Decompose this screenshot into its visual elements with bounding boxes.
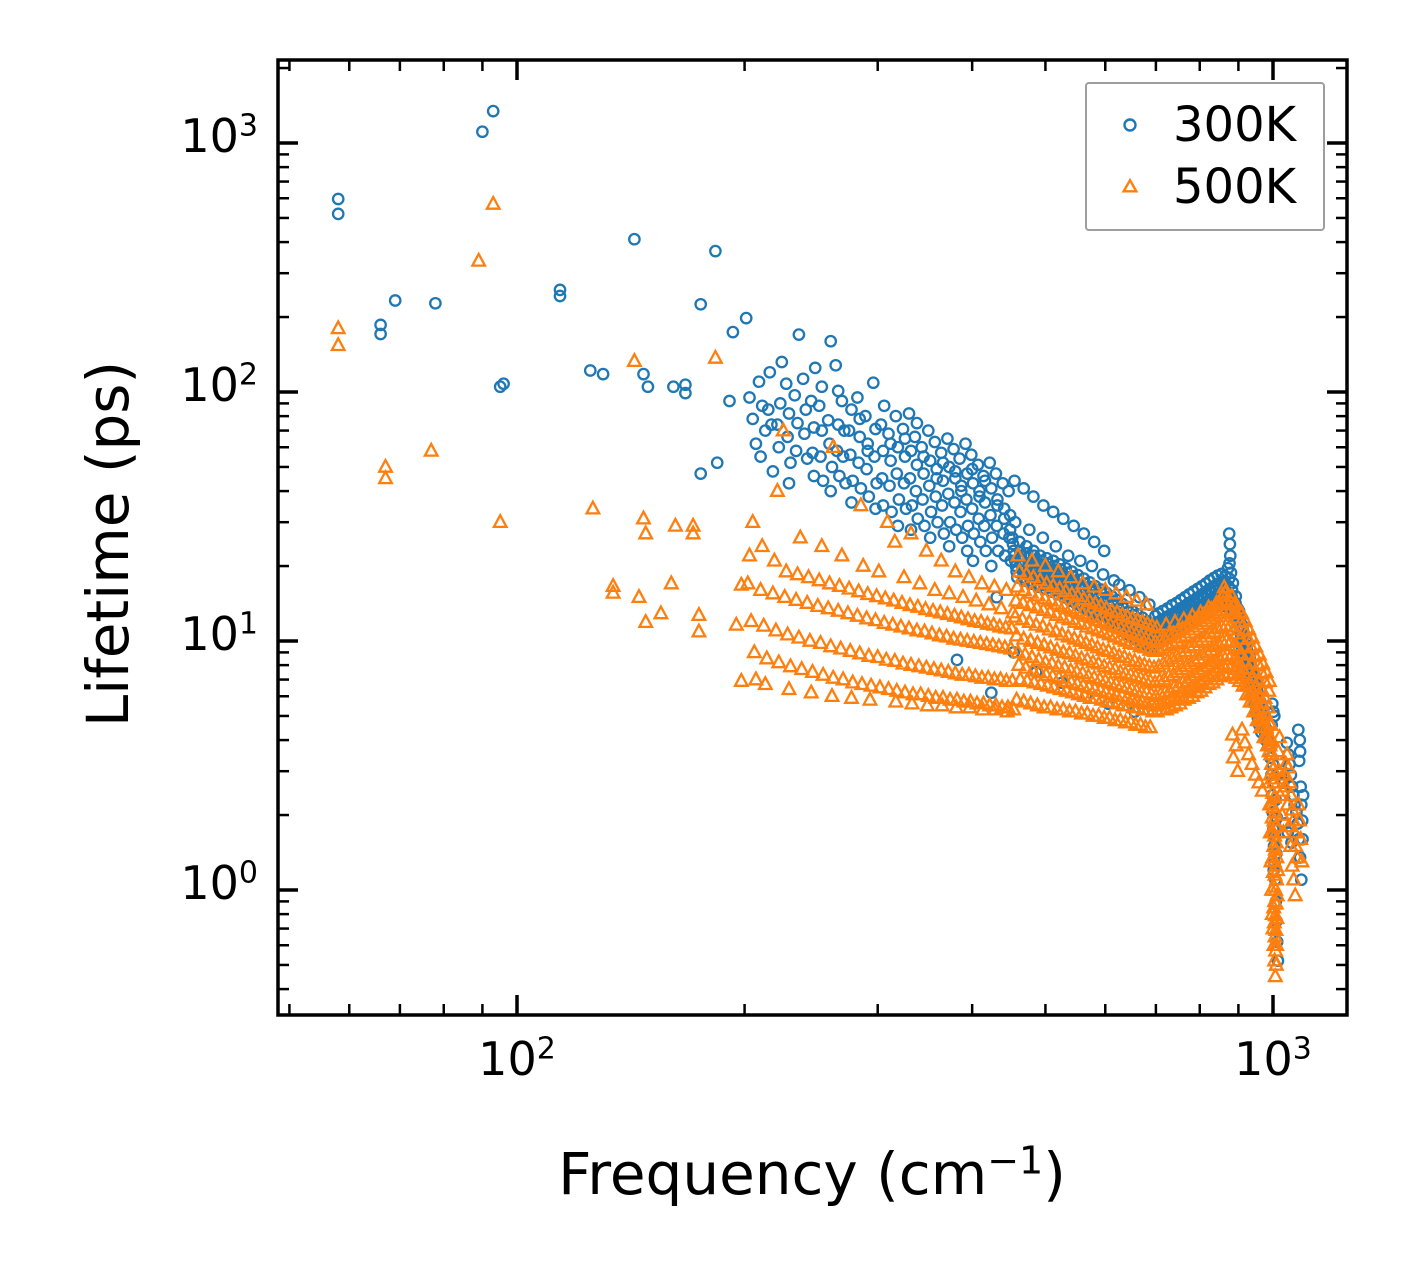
x-axis-label-exponent: −1 <box>987 1138 1044 1183</box>
circle-marker-icon <box>1087 110 1173 140</box>
legend: 300K 500K <box>1085 82 1325 231</box>
triangle-marker-icon <box>1087 172 1173 202</box>
legend-item-500k: 500K <box>1087 156 1323 218</box>
x-axis-label: Frequency (cm−1) <box>558 1138 1066 1208</box>
x-tick-label-10e2: 102 <box>478 1031 556 1086</box>
legend-item-300k: 300K <box>1087 94 1323 156</box>
legend-label-500k: 500K <box>1173 159 1297 215</box>
plot-border <box>276 58 1349 1017</box>
series-500K-points <box>329 194 1311 983</box>
y-tick-label-10e2: 102 <box>180 357 258 412</box>
y-axis-label: Lifetime (ps) <box>74 360 142 728</box>
axis-ticks <box>278 60 1347 1015</box>
legend-label-300k: 300K <box>1173 97 1297 153</box>
y-tick-label-10e0: 100 <box>180 855 258 910</box>
y-tick-label-10e1: 101 <box>180 606 258 661</box>
y-tick-label-10e3: 103 <box>180 108 258 163</box>
x-tick-label-10e3: 103 <box>1234 1031 1312 1086</box>
series-300K-points <box>331 104 1310 968</box>
